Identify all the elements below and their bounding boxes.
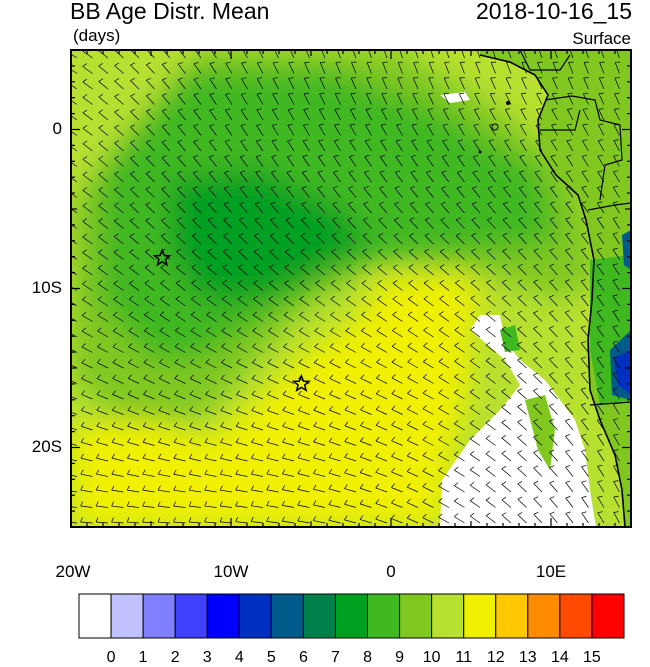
colorbar-label: 10: [422, 649, 441, 666]
colorbar-label: 9: [395, 649, 405, 666]
colorbar-label: 5: [266, 649, 276, 666]
colorbar-label: 7: [331, 649, 340, 666]
units-label: (days): [73, 26, 121, 45]
colorbar-label: 1: [138, 649, 148, 666]
x-tick-label: 10E: [535, 562, 567, 581]
x-tick-label: 0: [386, 562, 396, 581]
colorbar: [78, 593, 625, 639]
colorbar-swatch: [334, 593, 369, 639]
colorbar-swatch: [463, 593, 497, 639]
colorbar-label: 13: [518, 649, 537, 666]
colorbar-swatch: [527, 593, 561, 639]
colorbar-swatch: [174, 593, 208, 639]
colorbar-swatch: [559, 593, 593, 639]
y-tick-label: 20S: [31, 436, 62, 456]
colorbar-label: 15: [583, 649, 601, 666]
colorbar-label: 8: [363, 649, 372, 666]
colorbar-label: 2: [170, 649, 180, 666]
y-tick-label: 0: [52, 118, 62, 138]
colorbar-swatch: [110, 593, 144, 639]
colorbar-label: 6: [298, 649, 308, 666]
colorbar-swatch: [495, 593, 529, 639]
colorbar-swatch: [591, 593, 625, 639]
star-marker: [291, 373, 311, 393]
plot-title: BB Age Distr. Mean: [70, 0, 270, 24]
colorbar-swatch: [431, 593, 465, 639]
colorbar-swatch: [399, 593, 433, 639]
colorbar-swatch: [238, 593, 272, 639]
colorbar-label: 0: [106, 649, 116, 666]
y-tick-label: 10S: [31, 277, 62, 297]
station-markers: [152, 248, 311, 393]
wind-barbs: [71, 50, 621, 524]
plot-datetime: 2018-10-16_15: [475, 0, 632, 24]
x-tick-label: 10W: [213, 562, 249, 581]
colorbar-swatch: [270, 593, 304, 639]
colorbar-swatch: [142, 593, 176, 639]
colorbar-swatch: [302, 593, 336, 639]
map-field: [71, 50, 631, 527]
colorbar-label: 14: [550, 649, 569, 666]
level-label: Surface: [572, 29, 631, 48]
colorbar-swatch: [206, 593, 240, 639]
colorbar-label: 4: [234, 649, 244, 666]
colorbar-label: 11: [455, 649, 472, 666]
x-tick-label: 20W: [55, 562, 91, 581]
colorbar-swatch: [367, 593, 401, 639]
colorbar-label: 3: [202, 649, 212, 666]
colorbar-swatch: [78, 593, 112, 639]
star-marker: [152, 248, 172, 267]
colorbar-label: 12: [486, 649, 505, 666]
